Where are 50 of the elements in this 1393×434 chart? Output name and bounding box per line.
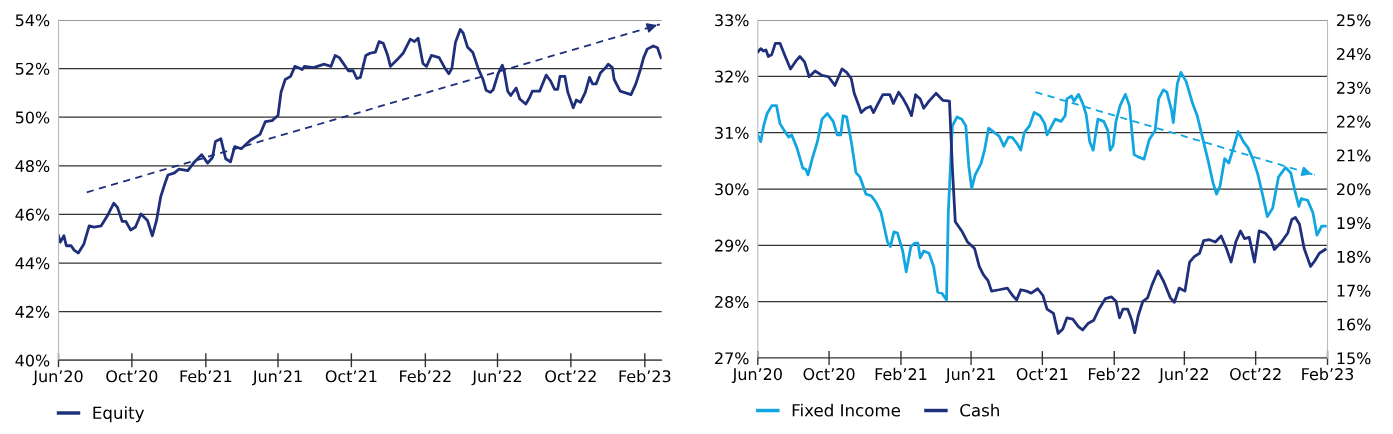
legend-label: Fixed Income [792,403,901,417]
x-tick-label: Oct’21 [325,370,377,383]
y-tick-label: 54% [15,14,50,27]
y-tick-label: 46% [15,208,50,221]
y2-tick-label: 22% [1337,115,1371,128]
legend-label: Cash [960,403,999,417]
y-tick-label: 50% [15,111,50,124]
x-tick-label: Jun’22 [1158,368,1208,384]
x-tick-label: Feb’23 [1302,367,1354,381]
y-tick-label: 28% [715,295,749,308]
x-tick-label: Jun’21 [945,368,995,384]
y-tick-label: 27% [715,352,749,365]
y2-tick-label: 17% [1337,284,1371,297]
x-tick-label: Jun’22 [471,370,522,386]
y2-tick-label: 19% [1337,217,1371,230]
y2-tick-label: 21% [1337,149,1371,162]
y-tick-label: 52% [15,62,50,75]
x-tick-label: Feb’22 [1088,367,1140,381]
y-tick-label: 48% [15,160,50,173]
y-tick-label: 44% [15,257,50,270]
line-series [757,41,1327,335]
y-tick-label: 32% [715,70,749,83]
x-tick-label: Jun’20 [32,370,83,386]
y2-tick-label: 15% [1337,352,1371,365]
y2-tick-label: 23% [1337,81,1371,94]
y2-tick-label: 18% [1337,250,1371,263]
y2-tick-label: 24% [1337,47,1371,61]
x-tick-label: Feb’21 [875,367,927,381]
y-tick-label: 40% [15,354,50,367]
legend-label: Equity [93,406,145,423]
x-tick-label: Oct’20 [106,370,158,383]
x-tick-label: Feb’23 [619,369,671,383]
line-series [58,28,662,255]
y2-tick-label: 25% [1337,14,1371,27]
y2-tick-label: 20% [1337,183,1371,196]
y-tick-label: 31% [715,126,749,139]
x-tick-label: Oct’21 [1016,368,1068,381]
x-tick-label: Feb’22 [400,369,451,383]
x-tick-label: Jun’21 [252,370,302,386]
y-tick-label: 29% [715,239,749,252]
x-tick-label: Oct’20 [803,368,855,381]
x-tick-label: Oct’22 [545,370,596,383]
y2-tick-label: 16% [1337,318,1371,331]
line-series [757,70,1327,302]
y-tick-label: 30% [715,183,749,196]
y-tick-label: 33% [715,14,749,27]
y-tick-label: 42% [15,305,50,318]
x-tick-label: Jun’20 [731,368,782,384]
x-tick-label: Feb’21 [180,369,232,383]
x-tick-label: Oct’22 [1230,368,1281,381]
